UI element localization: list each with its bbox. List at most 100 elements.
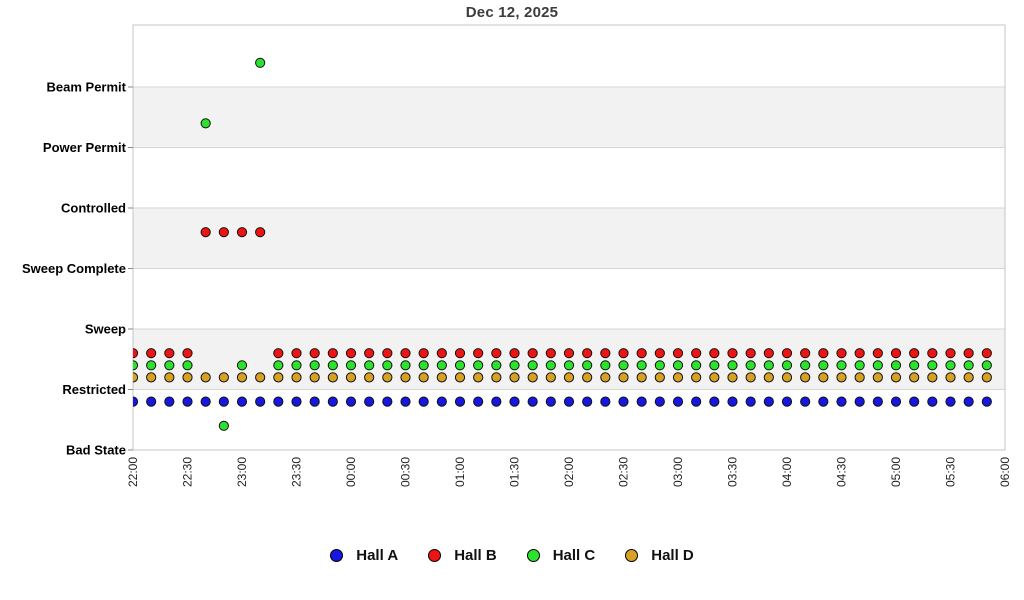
data-point xyxy=(509,372,520,383)
data-point xyxy=(273,396,284,407)
data-point xyxy=(146,360,157,371)
legend-label: Hall D xyxy=(651,546,694,564)
data-point xyxy=(491,372,502,383)
data-point xyxy=(709,396,720,407)
data-point xyxy=(600,360,611,371)
series-hall-b xyxy=(133,227,992,359)
data-point xyxy=(545,396,556,407)
data-point xyxy=(654,360,665,371)
data-point xyxy=(291,360,302,371)
series-hall-d xyxy=(133,372,992,383)
data-point xyxy=(418,360,429,371)
data-point xyxy=(854,360,865,371)
data-point xyxy=(218,372,229,383)
data-point xyxy=(981,372,992,383)
data-point xyxy=(872,348,883,359)
x-tick-label: 01:00 xyxy=(453,457,467,487)
data-point xyxy=(309,396,320,407)
data-point xyxy=(327,360,338,371)
data-point xyxy=(691,396,702,407)
data-point xyxy=(672,372,684,383)
data-point xyxy=(345,396,357,407)
data-point xyxy=(636,360,647,371)
data-point xyxy=(509,396,520,407)
data-point xyxy=(945,360,956,371)
data-point xyxy=(563,396,575,407)
data-point xyxy=(418,372,429,383)
y-axis-label: Sweep xyxy=(85,322,126,337)
data-point xyxy=(763,372,774,383)
data-point xyxy=(618,348,629,359)
y-axis-label: Bad State xyxy=(66,443,126,458)
data-point xyxy=(491,360,502,371)
legend-marker-icon xyxy=(428,548,442,562)
y-axis-label: Beam Permit xyxy=(47,80,127,95)
data-point xyxy=(672,348,684,359)
data-point xyxy=(945,348,956,359)
data-point xyxy=(672,396,684,407)
data-point xyxy=(182,360,193,371)
y-axis-label: Controlled xyxy=(61,201,126,216)
data-point xyxy=(709,360,720,371)
data-point xyxy=(545,348,556,359)
grid-band xyxy=(133,208,1005,269)
data-point xyxy=(182,396,193,407)
data-point xyxy=(927,372,938,383)
data-point xyxy=(291,348,302,359)
data-point xyxy=(654,396,665,407)
data-point xyxy=(454,396,466,407)
data-point xyxy=(727,348,738,359)
data-point xyxy=(255,372,266,383)
data-point xyxy=(473,396,484,407)
data-point xyxy=(963,360,974,371)
data-point xyxy=(636,396,647,407)
data-point xyxy=(255,227,266,238)
data-point xyxy=(909,348,920,359)
data-point xyxy=(781,372,793,383)
data-point xyxy=(364,348,375,359)
data-point xyxy=(527,348,538,359)
data-point xyxy=(364,360,375,371)
y-axis-label: Power Permit xyxy=(43,140,127,155)
legend-item-hall-d: Hall D xyxy=(625,547,694,564)
data-point xyxy=(927,396,938,407)
x-tick-label: 23:00 xyxy=(235,457,249,487)
data-point xyxy=(255,57,266,68)
data-point xyxy=(563,372,575,383)
data-point xyxy=(618,360,629,371)
data-point xyxy=(890,348,902,359)
data-point xyxy=(981,396,992,407)
legend: Hall A Hall B Hall C Hall D xyxy=(0,541,1024,569)
data-point xyxy=(636,372,647,383)
data-point xyxy=(709,372,720,383)
data-point xyxy=(400,348,411,359)
data-point xyxy=(618,396,629,407)
data-point xyxy=(927,348,938,359)
data-point xyxy=(454,372,466,383)
data-point xyxy=(491,348,502,359)
data-point xyxy=(182,372,193,383)
data-point xyxy=(273,372,284,383)
data-point xyxy=(818,372,829,383)
data-point xyxy=(582,372,593,383)
data-point xyxy=(582,360,593,371)
x-tick-label: 02:30 xyxy=(617,457,631,487)
data-point xyxy=(563,348,575,359)
data-point xyxy=(236,360,248,371)
plot-border xyxy=(132,24,1006,451)
data-point xyxy=(527,396,538,407)
data-point xyxy=(491,396,502,407)
data-point xyxy=(164,396,175,407)
data-point xyxy=(200,396,211,407)
data-point xyxy=(600,372,611,383)
data-point xyxy=(146,348,157,359)
legend-label: Hall C xyxy=(552,546,596,564)
data-point xyxy=(309,360,320,371)
data-point xyxy=(327,348,338,359)
x-tick-label: 23:30 xyxy=(290,457,304,487)
data-point xyxy=(345,372,357,383)
data-point xyxy=(327,372,338,383)
data-point xyxy=(963,396,974,407)
data-point xyxy=(400,360,411,371)
